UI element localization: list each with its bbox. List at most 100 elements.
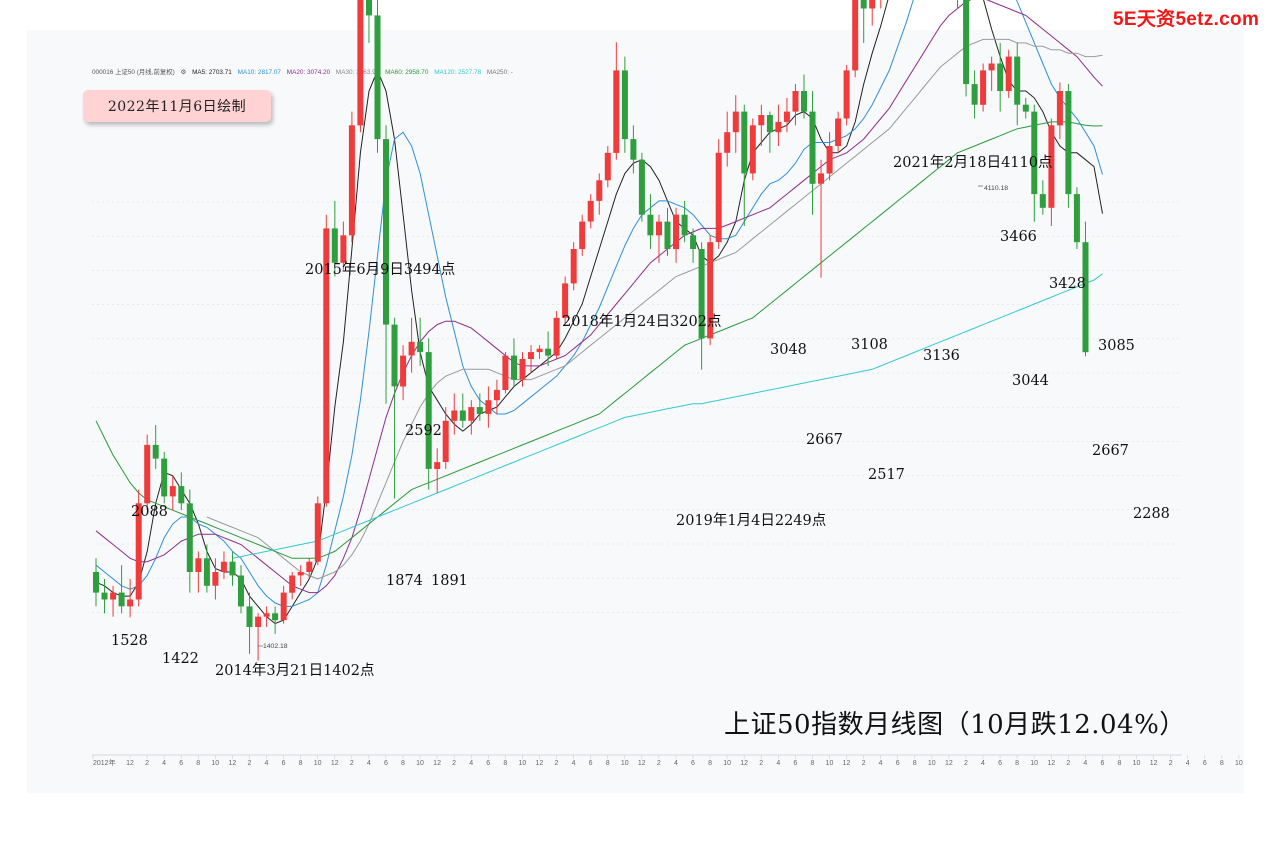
candle-body: [758, 115, 765, 126]
candle-body: [238, 575, 244, 607]
candle-body: [647, 214, 654, 236]
x-tick-label: 2: [862, 760, 866, 767]
x-tick-label: 2: [452, 760, 456, 767]
candle-body: [792, 91, 799, 112]
x-tick-label: 8: [401, 760, 405, 767]
candle-body: [587, 200, 594, 222]
candle-body: [229, 561, 236, 576]
candle-body: [826, 146, 833, 174]
candle-body: [434, 462, 441, 469]
x-tick-label: 8: [299, 760, 303, 767]
ma5-label: MA5: 2703.71: [192, 69, 232, 76]
candle-body: [118, 592, 125, 607]
x-tick-label: 8: [1015, 760, 1019, 767]
ma-line-ma60: [95, 121, 1103, 559]
candle-body: [255, 616, 262, 627]
annotation-label: 1874: [386, 573, 423, 589]
x-tick-label: 10: [1235, 760, 1243, 767]
candle-body: [468, 407, 475, 421]
candle-body: [732, 111, 739, 133]
x-tick-label: 2: [1169, 760, 1173, 767]
x-tick-label: 12: [536, 760, 544, 767]
price-marker-label: 4110.18: [984, 185, 1008, 192]
x-tick-label: 4: [674, 760, 678, 767]
candle-body: [306, 561, 313, 572]
candle-body: [110, 592, 117, 600]
x-tick-label: 6: [793, 760, 797, 767]
candle-body: [553, 317, 560, 356]
x-tick-label: 12: [945, 760, 953, 767]
x-tick-label: 8: [606, 760, 610, 767]
candle-body: [340, 235, 347, 263]
candle-body: [383, 139, 389, 325]
annotation-label: 3428: [1049, 276, 1086, 292]
candle-body: [178, 486, 185, 504]
candle-body: [408, 341, 415, 356]
annotation-label: 1422: [162, 651, 199, 667]
candle-body: [476, 407, 483, 414]
x-tick-label: 2: [964, 760, 968, 767]
candle-body: [596, 180, 603, 201]
annotation-label: 2592: [405, 423, 442, 439]
ma250-label: MA250: -: [486, 69, 513, 76]
annotation-label: 3044: [1012, 373, 1049, 389]
settings-icon[interactable]: ⚙: [180, 69, 187, 76]
x-tick-label: 2: [555, 760, 559, 767]
x-tick-label: 8: [196, 760, 200, 767]
annotations: 2088 1528 1422 2014年3月21日1402点 1402.18 2015年6…: [111, 154, 1170, 679]
annotation-label: 2014年3月21日1402点: [215, 662, 374, 679]
annotation-label: 2088: [131, 504, 168, 520]
candle-body: [801, 91, 807, 112]
date-badge: 2022年11月6日绘制: [83, 90, 271, 122]
candle-body: [1082, 242, 1089, 353]
x-tick-label: 10: [518, 760, 526, 767]
candle-body: [562, 283, 569, 318]
candle-body: [331, 228, 338, 263]
candle-body: [485, 400, 492, 414]
x-tick-label: 2: [145, 760, 149, 767]
candle-body: [852, 0, 859, 71]
candle-body: [690, 235, 697, 249]
candle-body: [1005, 56, 1012, 91]
candle-body: [289, 575, 296, 593]
x-tick-label: 10: [1133, 760, 1141, 767]
candle-body: [621, 70, 628, 140]
moving-average-lines: [95, 0, 1103, 625]
x-tick-label: 6: [179, 760, 183, 767]
candle-body: [783, 111, 790, 122]
annotation-label: 3136: [923, 348, 960, 364]
ma-line-ma20: [95, 0, 1103, 594]
x-tick-label: 12: [331, 760, 339, 767]
annotation-label: 1528: [111, 633, 148, 649]
watermark-logo: 5E天资5etz.com: [1113, 9, 1260, 30]
x-tick-label: 8: [503, 760, 507, 767]
candle-body: [570, 249, 577, 284]
x-tick-label: 4: [469, 760, 473, 767]
x-tick-label: 6: [691, 760, 695, 767]
x-tick-label: 6: [589, 760, 593, 767]
candle-body: [1014, 56, 1021, 105]
x-tick-label: 10: [826, 760, 834, 767]
x-tick-label: 6: [896, 760, 900, 767]
candle-body: [417, 341, 424, 353]
annotation-label: 2021年2月18日4110点: [893, 154, 1052, 171]
x-tick-label: 8: [1220, 760, 1224, 767]
annotation-label: 2019年1月4日2249点: [676, 512, 826, 529]
candle-body: [502, 355, 509, 390]
candle-body: [860, 0, 867, 9]
candle-body: [963, 0, 970, 85]
candle-body: [374, 15, 381, 140]
x-tick-label: 12: [1150, 760, 1158, 767]
annotation-label: 3048: [770, 342, 807, 358]
candle-body: [1031, 111, 1038, 195]
x-tick-label: 4: [776, 760, 780, 767]
x-tick-label: 6: [1203, 760, 1207, 767]
candle-body: [698, 249, 705, 339]
candle-body: [459, 410, 466, 421]
candle-body: [203, 558, 210, 586]
candle-body: [1039, 194, 1046, 208]
candle-body: [297, 572, 304, 576]
x-tick-label: 12: [843, 760, 851, 767]
x-tick-label: 4: [1186, 760, 1190, 767]
